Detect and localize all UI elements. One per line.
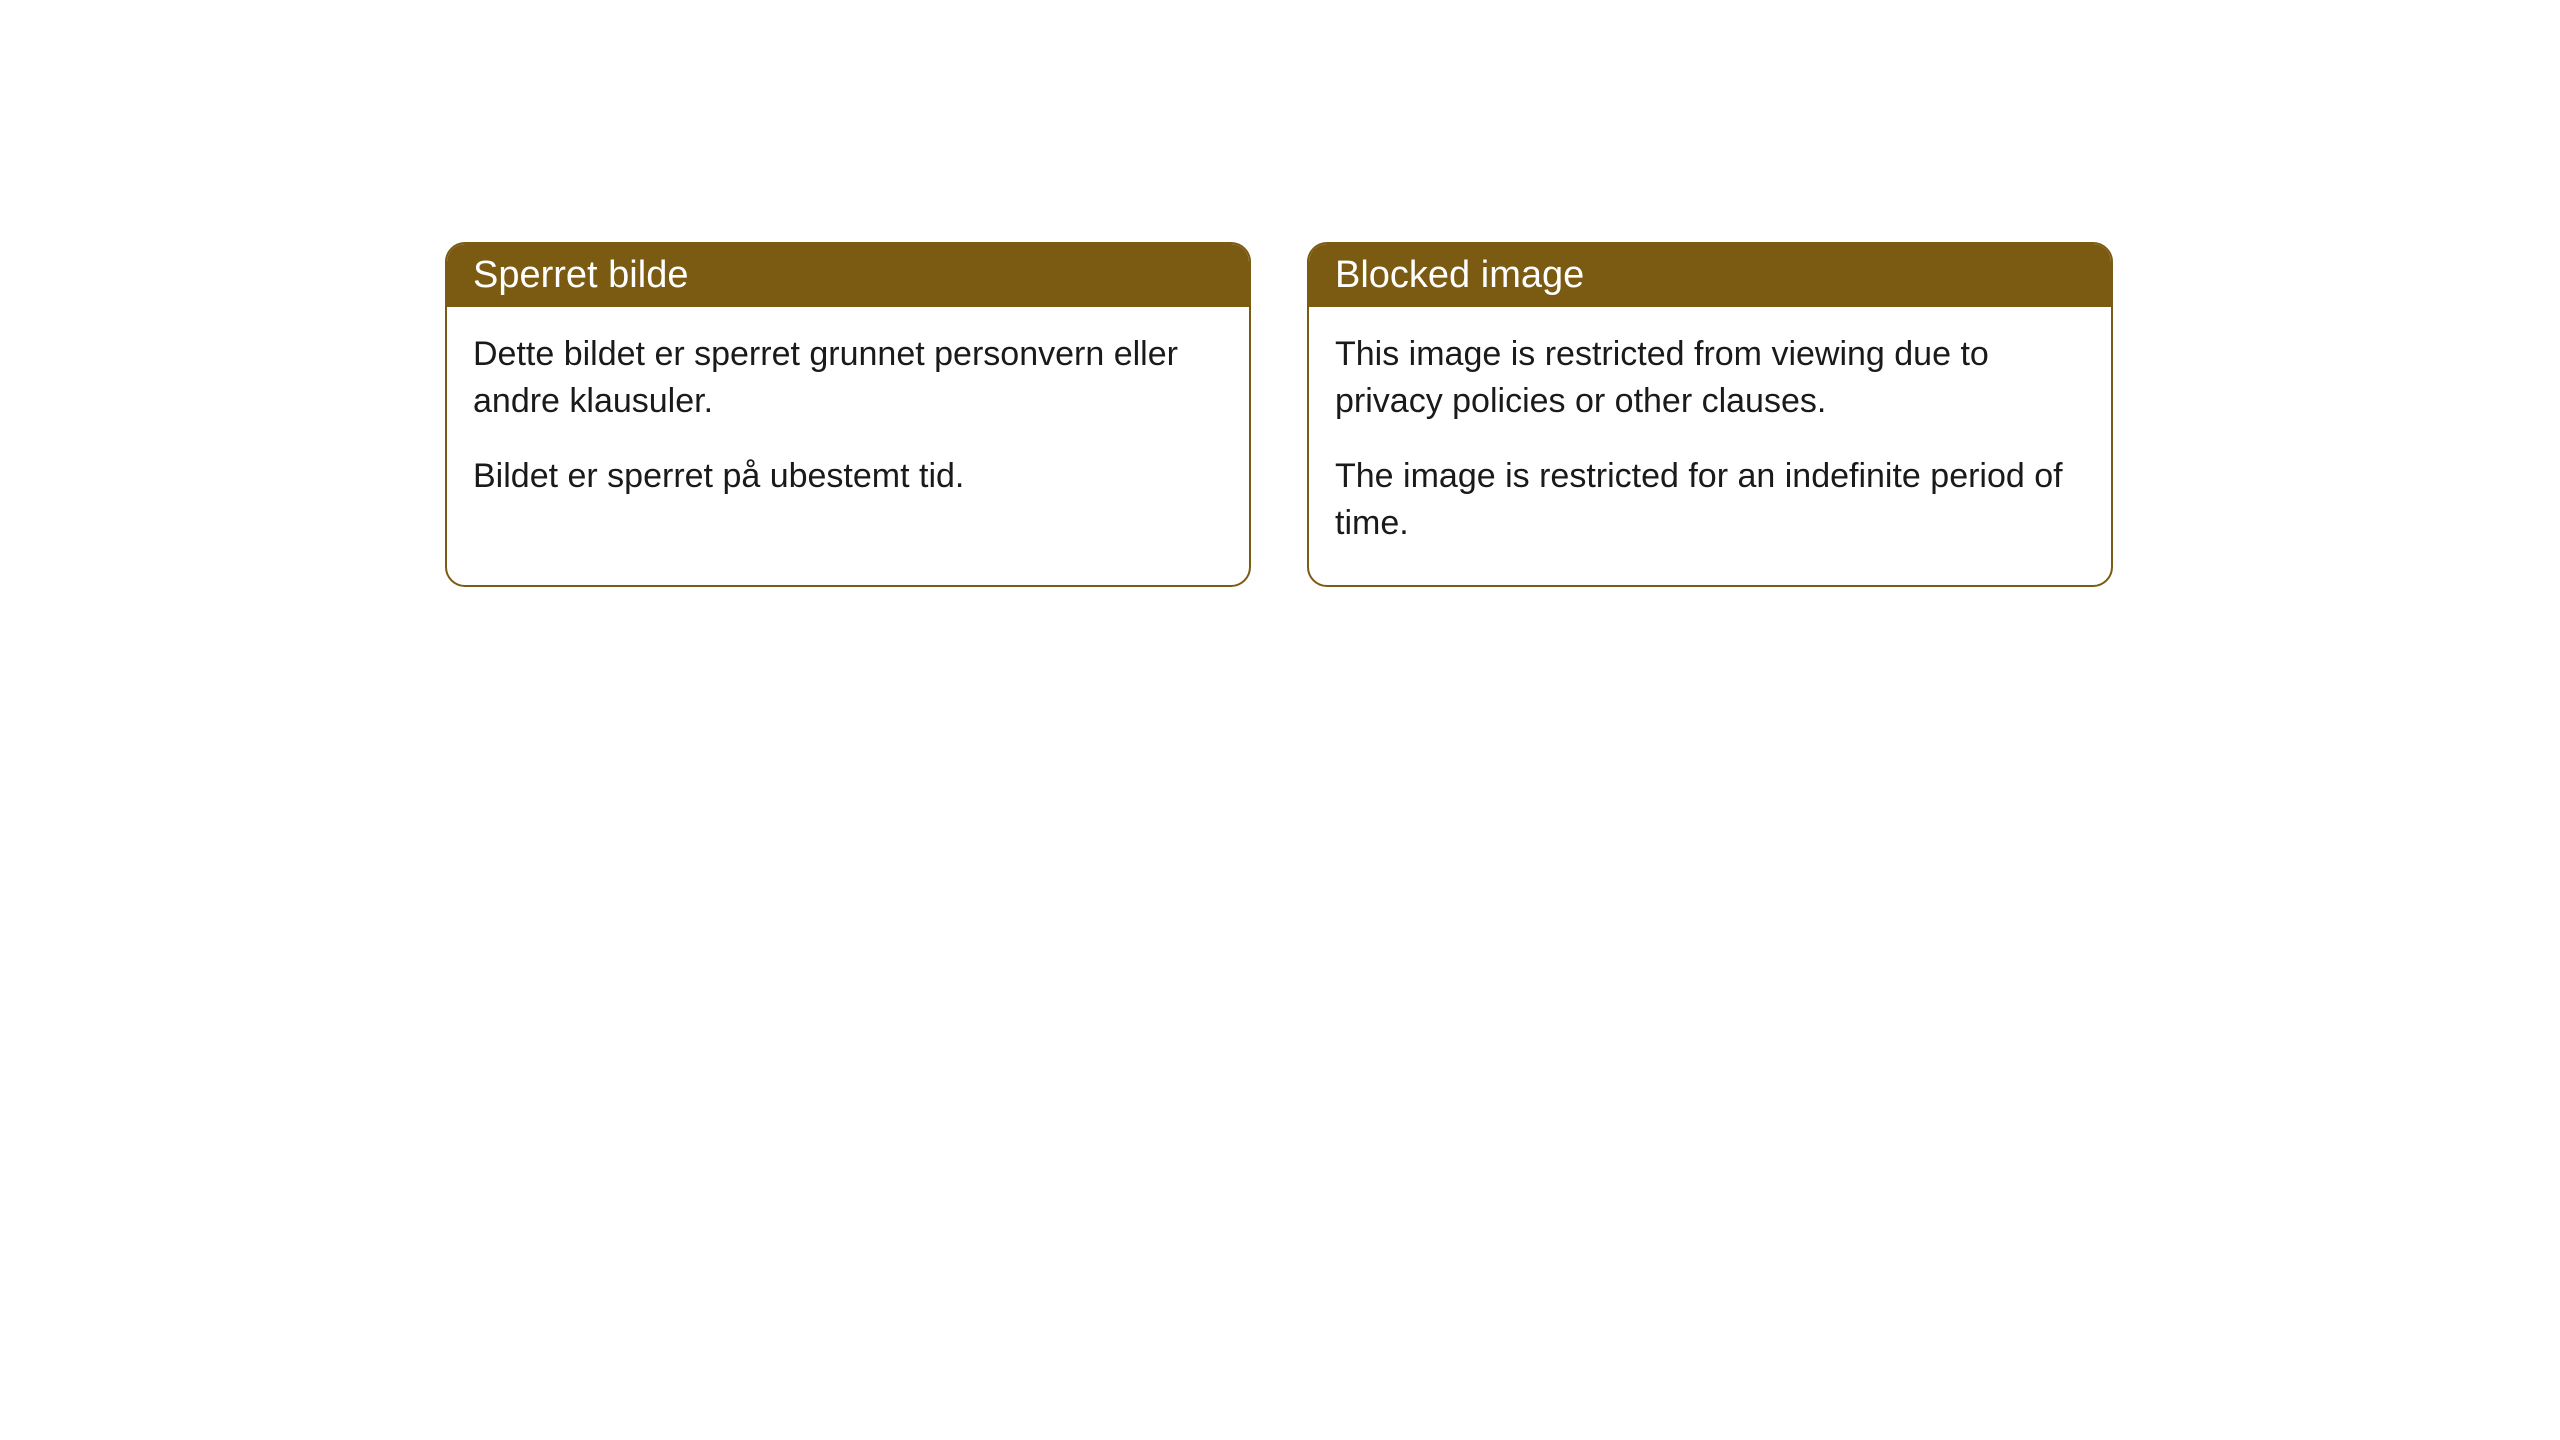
card-header: Sperret bilde bbox=[447, 244, 1249, 307]
card-paragraph: This image is restricted from viewing du… bbox=[1335, 331, 2085, 425]
card-body: Dette bildet er sperret grunnet personve… bbox=[447, 307, 1249, 538]
card-paragraph: Dette bildet er sperret grunnet personve… bbox=[473, 331, 1223, 425]
card-body: This image is restricted from viewing du… bbox=[1309, 307, 2111, 585]
blocked-image-card-english: Blocked image This image is restricted f… bbox=[1307, 242, 2113, 587]
cards-container: Sperret bilde Dette bildet er sperret gr… bbox=[445, 242, 2560, 587]
card-paragraph: The image is restricted for an indefinit… bbox=[1335, 453, 2085, 547]
card-header: Blocked image bbox=[1309, 244, 2111, 307]
blocked-image-card-norwegian: Sperret bilde Dette bildet er sperret gr… bbox=[445, 242, 1251, 587]
card-paragraph: Bildet er sperret på ubestemt tid. bbox=[473, 453, 1223, 500]
